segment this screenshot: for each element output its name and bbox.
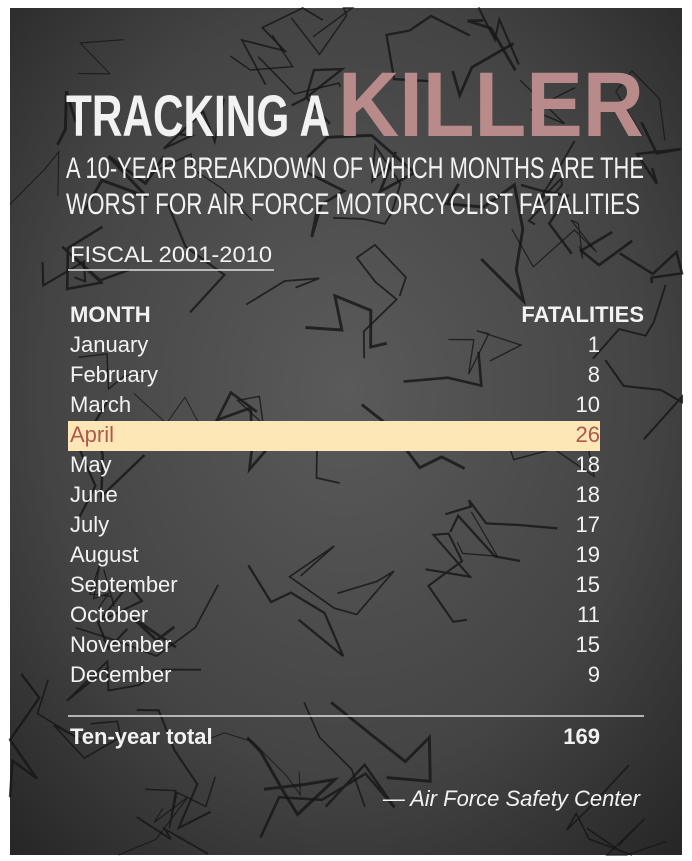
title-emphasis: KILLER [338, 54, 644, 156]
month: October [70, 602, 148, 627]
fatalities: 15 [576, 632, 600, 657]
subtitle: WORST FOR AIR FORCE MOTORCYCLIST FATALIT… [66, 188, 640, 221]
period: FISCAL 2001-2010 [70, 242, 272, 267]
fatalities: 15 [576, 572, 600, 597]
month: September [70, 572, 178, 597]
fatalities: 17 [576, 512, 600, 537]
source: — Air Force Safety Center [382, 786, 642, 811]
month: February [70, 362, 158, 387]
fatalities: 11 [577, 602, 600, 627]
month: June [70, 482, 118, 507]
fatalities: 10 [576, 392, 600, 417]
fatalities: 19 [576, 542, 600, 567]
infographic: TRACKING A KILLER A 10-YEAR BREAKDOWN OF… [0, 0, 692, 861]
month: March [70, 392, 131, 417]
fatalities: 1 [588, 332, 600, 357]
month: December [70, 662, 171, 687]
fatalities: 9 [588, 662, 600, 687]
highlight-band [68, 421, 600, 451]
total-value: 169 [563, 724, 600, 749]
fatalities: 18 [576, 482, 600, 507]
total-label: Ten-year total [70, 724, 213, 749]
column-header: FATALITIES [521, 302, 644, 327]
month: January [70, 332, 148, 357]
month: May [70, 452, 112, 477]
fatalities: 26 [576, 422, 600, 447]
month: April [70, 422, 114, 447]
column-header: MONTH [70, 302, 151, 327]
month: July [70, 512, 109, 537]
subtitle: A 10-YEAR BREAKDOWN OF WHICH MONTHS ARE … [66, 152, 644, 185]
fatalities: 8 [588, 362, 600, 387]
fatalities: 18 [576, 452, 600, 477]
title-lead: TRACKING A [66, 84, 330, 149]
month: November [70, 632, 171, 657]
month: August [70, 542, 139, 567]
